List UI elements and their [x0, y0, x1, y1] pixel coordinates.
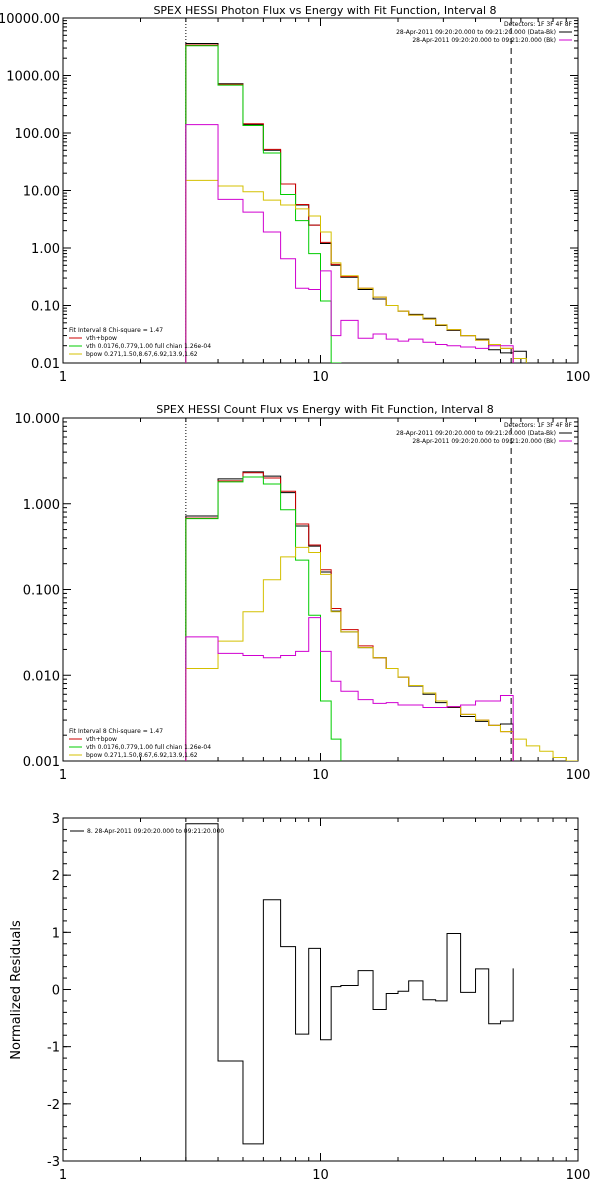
- y-tick-label: 1: [52, 926, 60, 941]
- x-tick-label: 100: [566, 768, 591, 783]
- fit-legend: Fit Interval 8 Chi-square = 1.47 vth+bpo…: [69, 327, 211, 358]
- fit-interval-label: Fit Interval 8 Chi-square = 1.47: [69, 327, 163, 334]
- series-group: [185, 823, 514, 1161]
- legend-entry-vth: vth 0.0176,0.779,1.00 full chian 1.26e-0…: [86, 744, 211, 751]
- count-flux-panel: SPEX HESSI Count Flux vs Energy with Fit…: [15, 403, 591, 783]
- y-axis-label: Normalized Residuals: [9, 920, 24, 1060]
- reference-lines: [185, 418, 512, 761]
- plot-frame: [62, 417, 579, 762]
- series-vth-line: [185, 45, 342, 363]
- series-data-bk-line: [185, 471, 514, 761]
- series-vth-bpow-line: [185, 472, 514, 761]
- series-vth-bpow-line: [185, 44, 514, 363]
- y-tick-label: 1000.00: [6, 70, 60, 85]
- y-tick-label: 3: [52, 812, 60, 827]
- y-tick-label: 1.000: [23, 498, 60, 513]
- legend-entry-bk: 28-Apr-2011 09:20:20.000 to 09:21:20.000…: [412, 37, 556, 44]
- x-tick-label: 10: [312, 370, 329, 385]
- plot-frame: [62, 17, 579, 364]
- x-tick-label: 10: [312, 1168, 329, 1183]
- x-tick-label: 1: [59, 370, 67, 385]
- series-group: [185, 43, 527, 363]
- fit-legend: Fit Interval 8 Chi-square = 1.47 vth+bpo…: [69, 728, 211, 759]
- x-tick-label: 10: [312, 768, 329, 783]
- series-bk-line: [185, 124, 514, 363]
- detectors-label: Detectors: 1F 3F 4F 8F: [504, 21, 573, 28]
- top-legend: Detectors: 1F 3F 4F 8F 28-Apr-2011 09:20…: [396, 422, 572, 445]
- y-tick-label: 1.00: [31, 242, 60, 257]
- panel-title: SPEX HESSI Count Flux vs Energy with Fit…: [156, 403, 493, 416]
- legend-entry-bk: 28-Apr-2011 09:20:20.000 to 09:21:20.000…: [412, 438, 556, 445]
- top-legend: Detectors: 1F 3F 4F 8F 28-Apr-2011 09:20…: [396, 21, 572, 44]
- x-tick-label: 100: [566, 1168, 591, 1183]
- x-tick-label: 1: [59, 1168, 67, 1183]
- y-tick-label: 10.00: [23, 185, 60, 200]
- legend-entry-vth: vth 0.0176,0.779,1.00 full chian 1.26e-0…: [86, 343, 211, 350]
- legend-entry-data-bk: 28-Apr-2011 09:20:20.000 to 09:21:20.000…: [396, 29, 556, 36]
- legend-entry-vth-bpow: vth+bpow: [86, 736, 117, 743]
- series-data-bk-line: [185, 43, 527, 363]
- x-tick-label: 100: [566, 370, 591, 385]
- y-tick-label: 0.10: [31, 300, 60, 315]
- detectors-label: Detectors: 1F 3F 4F 8F: [504, 422, 573, 429]
- series-bpow-line: [185, 546, 578, 761]
- legend-entry-bpow: bpow 0.271,1.50,8.67,6.92,13.9,1.62: [86, 752, 198, 759]
- y-tick-label: 100.00: [15, 127, 61, 142]
- series-bk-line: [185, 617, 514, 761]
- y-tick-label: 2: [52, 869, 60, 884]
- y-tick-label: 0: [52, 984, 60, 999]
- y-tick-label: 0.100: [23, 584, 60, 599]
- series-series-line: [185, 823, 514, 1161]
- legend-entry-vth-bpow: vth+bpow: [86, 335, 117, 342]
- y-tick-label: -2: [47, 1098, 60, 1113]
- y-tick-label: 0.010: [23, 669, 60, 684]
- legend-entry-data-bk: 28-Apr-2011 09:20:20.000 to 09:21:20.000…: [396, 430, 556, 437]
- y-tick-label: -1: [47, 1041, 60, 1056]
- residual-legend: 8. 28-Apr-2011 09:20:20.000 to 09:21:20.…: [70, 828, 224, 835]
- y-tick-label: 0.01: [31, 357, 60, 372]
- series-vth-line: [185, 476, 342, 761]
- photon-flux-panel: SPEX HESSI Photon Flux vs Energy with Fi…: [0, 4, 590, 385]
- axis-ticks: 1 10 100 10000.00 1000.00 100.00 10.00 1.00 0.10…: [0, 12, 590, 385]
- series-bpow-line: [185, 179, 527, 363]
- x-tick-label: 1: [59, 768, 67, 783]
- legend-entry: 8. 28-Apr-2011 09:20:20.000 to 09:21:20.…: [87, 828, 224, 835]
- y-tick-label: 10000.00: [0, 12, 60, 27]
- y-tick-label: 0.001: [23, 755, 60, 770]
- y-tick-label: -3: [47, 1155, 60, 1170]
- reference-lines: [185, 18, 512, 363]
- y-tick-label: 10.000: [15, 412, 61, 427]
- legend-entry-bpow: bpow 0.271,1.50,8.67,6.92,13.9,1.62: [86, 351, 198, 358]
- panel-title: SPEX HESSI Photon Flux vs Energy with Fi…: [153, 4, 496, 17]
- series-group: [185, 471, 578, 761]
- axis-ticks: 1 10 100 10.000 1.000 0.100 0.010 0.001: [15, 412, 591, 783]
- fit-interval-label: Fit Interval 8 Chi-square = 1.47: [69, 728, 163, 735]
